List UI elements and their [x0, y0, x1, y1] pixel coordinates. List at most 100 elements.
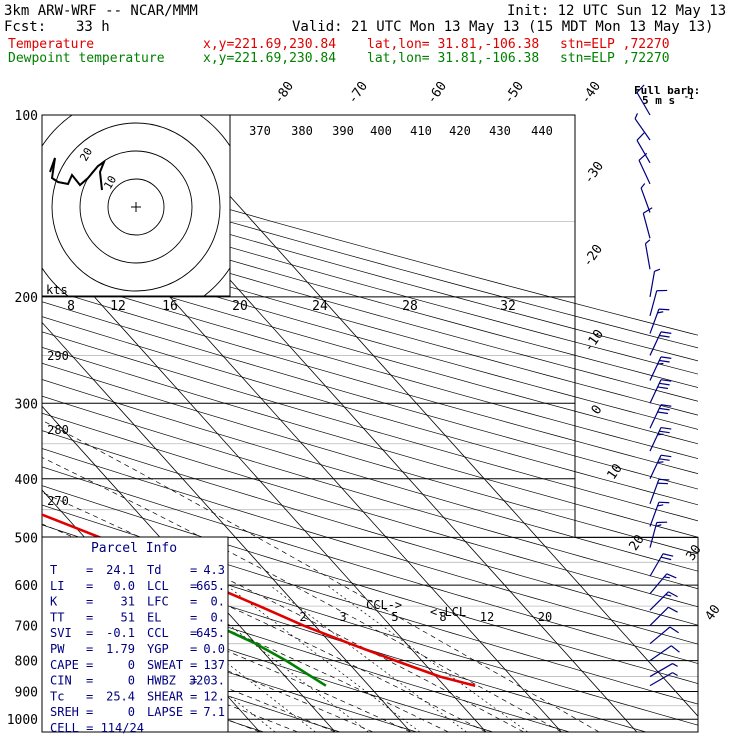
- pressure-tick-label: 900: [15, 686, 38, 701]
- parcel-key: LI: [50, 579, 64, 593]
- wind-barb-flag: [645, 239, 651, 245]
- wind-barb-staff: [649, 454, 662, 480]
- temperature-latlon: lat,lon= 31.81,-106.38: [367, 37, 540, 52]
- dry-adiabat: [42, 466, 698, 664]
- wind-barb-flag: [657, 386, 669, 390]
- hodograph-ring: [107, 178, 165, 236]
- parcel-key: CAPE: [50, 658, 79, 672]
- mixing-ratio-label: 12: [480, 610, 494, 624]
- wind-barb-flag: [658, 478, 670, 481]
- parcel-equals: =: [86, 610, 93, 624]
- moist-adiabat: [42, 576, 411, 732]
- dry-adiabat: [42, 504, 698, 705]
- wind-barb-flag: [654, 268, 661, 272]
- wind-barb: [649, 573, 677, 595]
- wind-barb-staff: [649, 331, 662, 356]
- hodograph-ring-label: 10: [101, 174, 119, 192]
- parcel-value: 0.0: [203, 642, 225, 656]
- wind-barb: [649, 672, 678, 687]
- isotherm-tick-label: -70: [345, 79, 371, 107]
- parcel-equals: =: [190, 674, 197, 688]
- parcel-value: -0.1: [106, 626, 135, 640]
- mixing-ratio-label: 20: [538, 610, 552, 624]
- wind-barb: [642, 207, 653, 239]
- parcel-cell: CELL = 114/24: [50, 721, 144, 735]
- parcel-equals: =: [190, 579, 197, 593]
- wind-barb: [649, 645, 680, 662]
- wind-barb-flag: [659, 359, 670, 363]
- dry-adiabat: [42, 258, 698, 445]
- parcel-equals: =: [190, 705, 197, 719]
- wind-barb-flag: [657, 461, 664, 464]
- theta-label: 440: [531, 124, 553, 138]
- pressure-tick-label: 400: [15, 473, 38, 488]
- dry-adiabat: [42, 362, 698, 555]
- temperature-xy: x,y=221.69,230.84: [203, 37, 337, 52]
- parcel-key: T: [50, 563, 57, 577]
- parcel-key: SHEAR: [147, 689, 184, 703]
- parcel-key: K: [50, 595, 58, 609]
- wind-barb-flag: [668, 606, 678, 613]
- dry-adiabat: [42, 610, 417, 732]
- pressure-tick-label: 800: [15, 655, 38, 670]
- parcel-equals: =: [86, 595, 93, 609]
- mixing-ratio-line: [269, 584, 467, 732]
- parcel-value: 0: [128, 705, 135, 719]
- dewpoint-station: stn=ELP ,72270: [560, 51, 670, 66]
- hodograph-trace: [49, 157, 107, 191]
- wind-barb-flag: [658, 308, 670, 311]
- wind-barb: [636, 84, 651, 116]
- wind-barb: [649, 591, 678, 611]
- wind-barb: [644, 239, 651, 270]
- pressure-tick-label: 300: [15, 397, 38, 412]
- wind-barb-staff: [649, 573, 668, 595]
- wind-barb-staff: [649, 645, 672, 662]
- wind-barb: [649, 553, 674, 577]
- dry-adiabat: [42, 448, 698, 645]
- parcel-equals: =: [190, 658, 197, 672]
- parcel-value: 665.: [196, 579, 225, 593]
- wind-barb-flag: [660, 404, 672, 407]
- temperature-profile: [42, 513, 476, 687]
- dry-adiabat: [42, 395, 698, 590]
- parcel-key: HWBZ: [147, 674, 176, 688]
- parcel-key: PW: [50, 642, 65, 656]
- barb-legend-title: Full barb:: [634, 84, 700, 97]
- wind-barb-staff: [636, 140, 651, 164]
- wind-barb: [634, 113, 651, 141]
- isotherm-tick-label: -60: [424, 79, 450, 107]
- parcel-value: 31: [121, 595, 135, 609]
- wind-barb-flag: [638, 152, 648, 161]
- parcel-key: Td: [147, 563, 161, 577]
- mixing-ratio-label: 3: [339, 610, 346, 624]
- moist-adiabat: [42, 617, 336, 732]
- wind-barb-flag: [670, 645, 680, 653]
- mixing-ratio-line: [326, 584, 529, 732]
- moist-adiabat: [42, 523, 487, 732]
- parcel-value: 12.: [203, 689, 225, 703]
- pressure-tick-label: 1000: [7, 713, 38, 728]
- hodograph-ring: [51, 122, 221, 292]
- dry-adiabat: [42, 217, 698, 402]
- pressure-tick-label: 200: [15, 291, 38, 306]
- pressure-tick-label: 100: [15, 109, 38, 124]
- lcl-annotation: <-LCL: [430, 605, 466, 619]
- wind-barb-staff: [649, 356, 662, 381]
- dewpoint-xy: x,y=221.69,230.84: [203, 51, 337, 66]
- dry-adiabat: [42, 430, 698, 626]
- wind-barb: [649, 268, 661, 297]
- theta-label: 420: [449, 124, 471, 138]
- wind-barb-flag: [657, 482, 668, 485]
- wind-barb-flag: [660, 379, 672, 382]
- parcel-equals: =: [86, 563, 93, 577]
- wind-barb-staff: [642, 213, 651, 239]
- wind-barb-flag: [657, 504, 664, 507]
- parcel-value: 51: [121, 610, 135, 624]
- parcel-key: LAPSE: [147, 705, 183, 719]
- parcel-key: YGP: [147, 642, 169, 656]
- dry-adiabat: [42, 346, 698, 538]
- hodograph-speed-tick: 12: [110, 299, 126, 314]
- temperature-legend-label: Temperature: [8, 37, 95, 52]
- wind-barb-flag: [668, 591, 678, 598]
